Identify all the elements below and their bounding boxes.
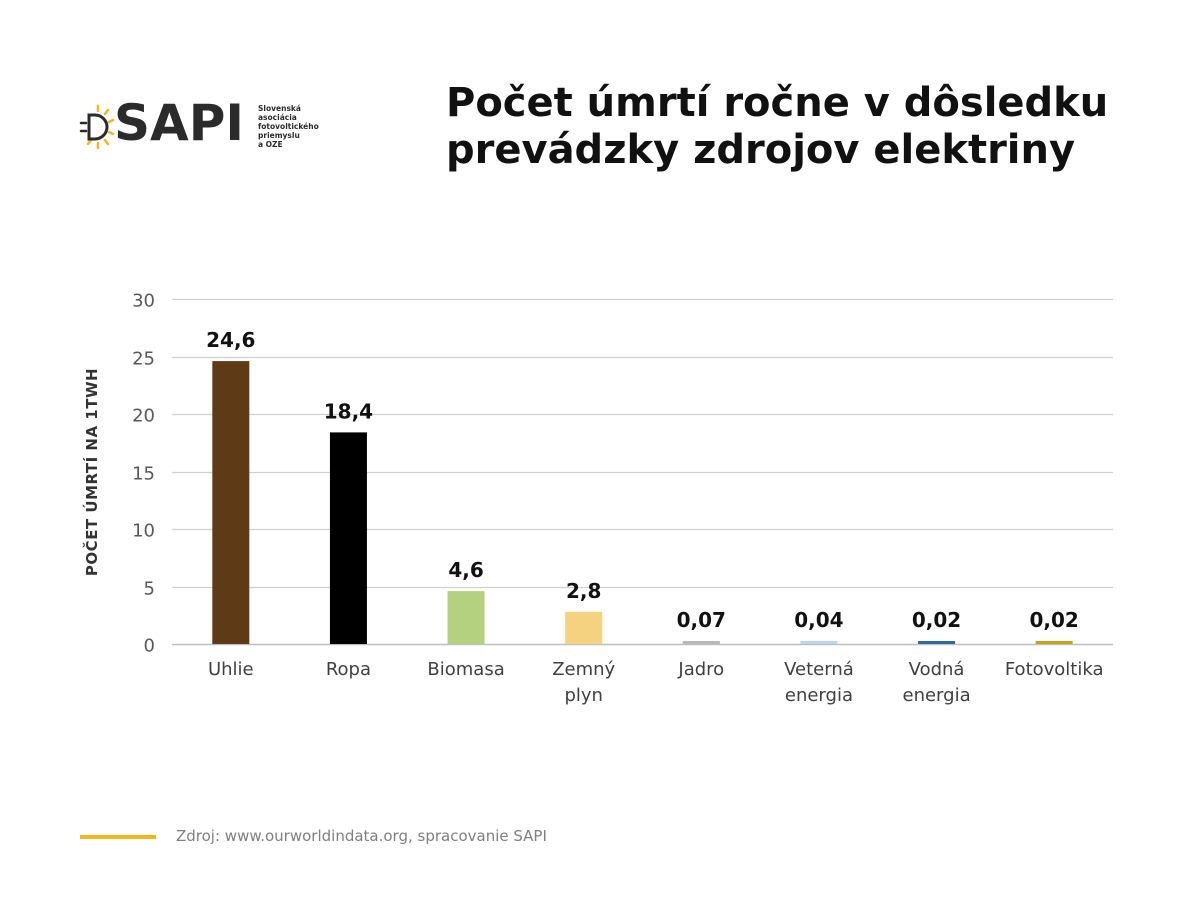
x-category-label: energia (903, 685, 971, 706)
sun-bulb-icon (79, 104, 115, 150)
data-label: 0,02 (1030, 608, 1079, 632)
data-label: 0,04 (794, 608, 843, 632)
bar (447, 591, 485, 644)
bar (565, 611, 603, 644)
bar (212, 361, 250, 644)
logo-subtitle-line: priemyslu (258, 131, 300, 140)
page-title: Počet úmrtí ročne v dôsledku prevádzky z… (446, 80, 1166, 174)
y-tick-label: 25 (132, 349, 155, 370)
y-tick-label: 10 (132, 521, 155, 542)
y-tick-label: 30 (132, 291, 155, 312)
logo-subtitle: Slovenská asociácia fotovoltického priem… (258, 104, 338, 149)
data-label: 2,8 (566, 579, 601, 603)
x-category-label: Vodná (909, 659, 965, 680)
y-tick-label: 15 (132, 464, 155, 485)
x-category-label: energia (785, 685, 853, 706)
sapi-logo: SAPI Slovenská asociácia fotovoltického … (78, 94, 338, 160)
x-axis-categories: Uhlie Ropa Biomasa Zemný plyn Jadro Veterná ene… (208, 659, 1104, 706)
y-tick-label: 20 (132, 406, 155, 427)
data-label: 0,07 (677, 608, 726, 632)
y-tick-label: 0 (144, 636, 155, 657)
logo-subtitle-line: fotovoltického (258, 122, 319, 131)
page-title-line: Počet úmrtí ročne v dôsledku (446, 80, 1109, 126)
bar (918, 641, 956, 644)
source-accent-line (80, 835, 156, 839)
x-category-label: Veterná (784, 659, 854, 680)
data-label: 24,6 (206, 328, 255, 352)
logo-brand: SAPI (114, 94, 244, 152)
data-label: 4,6 (448, 558, 483, 582)
logo-subtitle-line: asociácia (258, 113, 297, 122)
bar (1035, 641, 1073, 644)
data-labels: 24,6 18,4 4,6 2,8 0,07 0,04 0,02 0,02 (206, 328, 1079, 632)
x-category-label: Ropa (326, 659, 371, 680)
chart-bars (212, 361, 1073, 644)
x-category-label: Fotovoltika (1005, 659, 1104, 680)
data-label: 18,4 (324, 399, 373, 423)
bar (800, 641, 838, 644)
x-category-label: Zemný (552, 659, 615, 680)
x-category-label: plyn (564, 685, 603, 706)
bar (329, 432, 367, 644)
data-label: 0,02 (912, 608, 961, 632)
y-axis-label: POČET ÚMRTÍ NA 1TWH (82, 368, 101, 576)
x-category-label: Jadro (677, 659, 724, 680)
x-category-label: Uhlie (208, 659, 254, 680)
y-axis-ticks: 0 5 10 15 20 25 30 (132, 291, 155, 657)
logo-subtitle-line: Slovenská (258, 104, 301, 113)
y-tick-label: 5 (144, 579, 155, 600)
source-note: Zdroj: www.ourworldindata.org, spracovan… (176, 827, 547, 845)
bar (682, 641, 720, 644)
x-category-label: Biomasa (427, 659, 504, 680)
page-title-line: prevádzky zdrojov elektriny (446, 127, 1076, 173)
chart-gridlines (172, 298, 1113, 646)
logo-subtitle-line: a OZE (258, 140, 283, 149)
